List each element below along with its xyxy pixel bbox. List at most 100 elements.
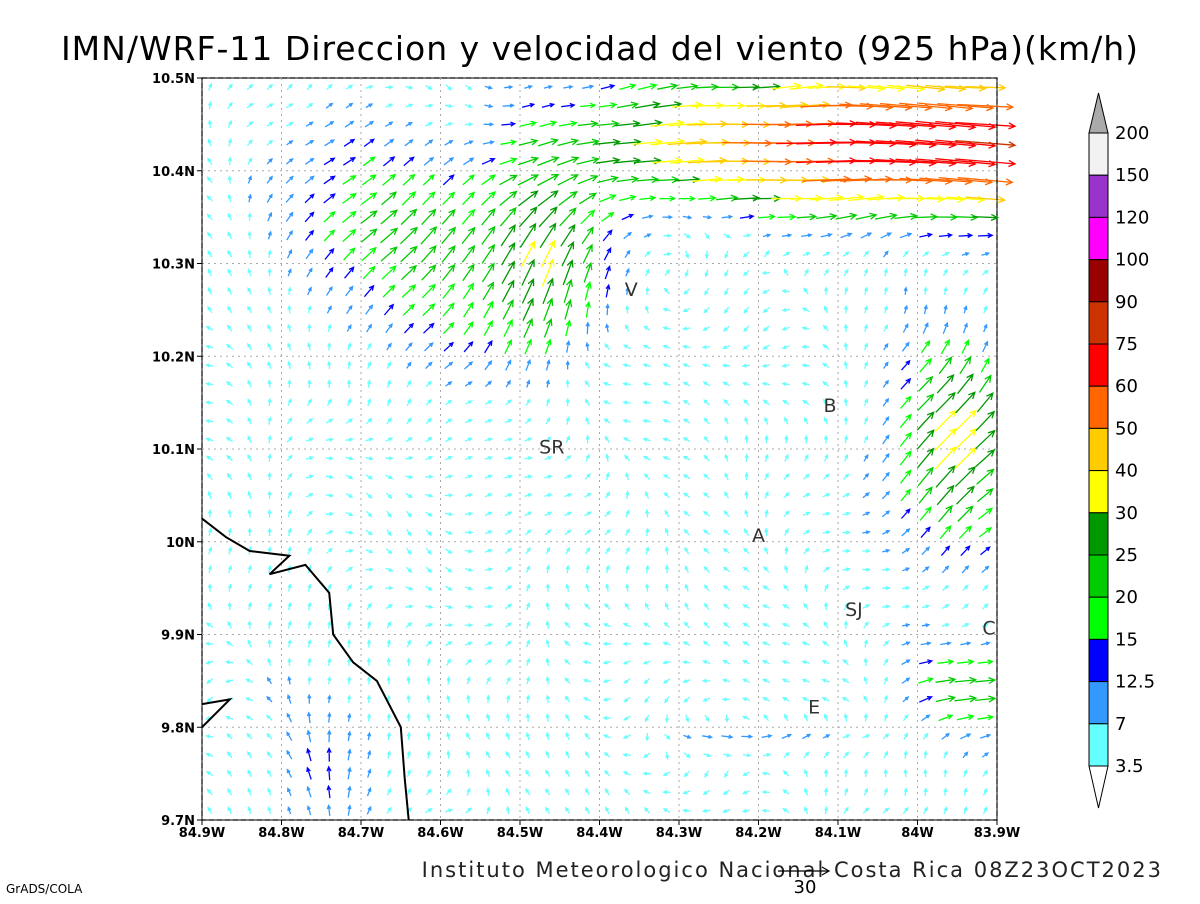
wind-arrow xyxy=(958,525,973,540)
wind-arrow xyxy=(682,660,691,665)
wind-arrow xyxy=(285,211,294,222)
wind-arrow xyxy=(442,191,456,206)
wind-arrow xyxy=(981,622,990,628)
wind-arrow xyxy=(597,175,620,184)
x-tick-label: 84.8W xyxy=(258,826,304,841)
colorbar-swatch xyxy=(1088,174,1109,218)
wind-arrow xyxy=(207,138,212,147)
wind-arrow xyxy=(266,121,274,127)
wind-arrow xyxy=(483,122,495,127)
wind-arrow xyxy=(782,696,790,702)
wind-arrow xyxy=(975,676,997,685)
wind-arrow xyxy=(577,120,599,128)
wind-arrow xyxy=(466,694,471,703)
wind-arrow xyxy=(504,418,513,424)
wind-arrow xyxy=(483,300,494,319)
wind-arrow xyxy=(205,622,214,628)
wind-arrow xyxy=(466,787,471,796)
wind-arrow xyxy=(345,492,354,499)
wind-arrow xyxy=(500,224,516,247)
wind-arrow xyxy=(325,437,335,442)
wind-arrow xyxy=(287,527,292,537)
wind-arrow xyxy=(386,787,392,796)
wind-arrow xyxy=(325,530,334,535)
wind-arrow xyxy=(307,675,312,685)
wind-arrow xyxy=(804,564,809,574)
colorbar-level-label: 25 xyxy=(1115,545,1138,566)
wind-arrow xyxy=(636,175,660,184)
wind-arrow xyxy=(822,548,831,553)
wind-arrow xyxy=(625,546,630,555)
wind-arrow xyxy=(665,751,670,760)
colorbar-level-label: 20 xyxy=(1115,587,1138,608)
wind-arrow xyxy=(643,678,651,685)
wind-arrow xyxy=(655,176,680,184)
wind-arrow xyxy=(917,393,935,412)
wind-arrow xyxy=(580,209,596,225)
wind-arrow xyxy=(862,511,871,516)
wind-arrow xyxy=(226,751,233,759)
wind-arrow xyxy=(425,547,432,556)
wind-arrow xyxy=(387,397,392,407)
wind-arrow xyxy=(962,751,969,759)
wind-arrow xyxy=(444,808,454,813)
wind-arrow xyxy=(863,787,869,796)
wind-arrow xyxy=(643,233,652,238)
wind-arrow xyxy=(445,418,453,424)
wind-arrow xyxy=(537,173,560,187)
wind-arrow xyxy=(704,287,710,296)
wind-arrow xyxy=(464,586,474,591)
wind-arrow xyxy=(682,437,691,443)
wind-arrow xyxy=(287,267,292,277)
wind-arrow xyxy=(801,363,810,368)
wind-arrow xyxy=(960,641,972,646)
wind-arrow xyxy=(426,694,431,703)
wind-arrow xyxy=(764,490,769,499)
wind-arrow xyxy=(323,193,336,204)
wind-arrow xyxy=(919,357,933,373)
wind-arrow xyxy=(842,251,850,257)
wind-arrow xyxy=(421,264,437,281)
wind-arrow xyxy=(267,805,272,815)
wind-arrow xyxy=(247,212,252,221)
wind-arrow xyxy=(325,418,334,424)
wind-arrow xyxy=(481,190,496,206)
wind-arrow xyxy=(484,567,494,572)
wind-arrow xyxy=(425,436,433,443)
wind-arrow xyxy=(464,400,473,405)
wind-arrow xyxy=(784,453,789,462)
wind-arrow xyxy=(643,622,651,628)
wind-arrow xyxy=(367,620,372,629)
wind-arrow xyxy=(342,192,357,204)
wind-arrow xyxy=(446,675,451,685)
wind-arrow xyxy=(286,435,293,443)
wind-arrow xyxy=(484,359,493,371)
wind-arrow xyxy=(445,530,453,535)
wind-arrow xyxy=(481,174,497,186)
wind-arrow xyxy=(525,750,531,759)
wind-arrow xyxy=(267,620,272,629)
wind-arrow xyxy=(484,380,493,388)
wind-arrow xyxy=(644,250,651,258)
wind-arrow xyxy=(207,157,213,165)
wind-arrow xyxy=(307,341,312,351)
wind-arrow xyxy=(764,434,769,444)
wind-arrow xyxy=(266,83,274,91)
wind-arrow xyxy=(742,641,750,647)
y-tick-label: 10N xyxy=(166,536,195,551)
wind-arrow xyxy=(267,397,272,407)
wind-arrow xyxy=(545,564,551,574)
wind-arrow xyxy=(360,228,378,243)
wind-arrow xyxy=(422,173,435,186)
wind-arrow xyxy=(564,529,572,536)
wind-arrow xyxy=(721,734,734,740)
wind-arrow xyxy=(285,175,294,184)
wind-arrow xyxy=(565,339,571,353)
wind-arrow xyxy=(482,281,495,301)
wind-arrow xyxy=(205,437,214,442)
wind-arrow xyxy=(205,770,214,777)
wind-arrow xyxy=(247,175,252,184)
wind-arrow xyxy=(605,806,610,815)
wind-arrow xyxy=(227,601,232,611)
